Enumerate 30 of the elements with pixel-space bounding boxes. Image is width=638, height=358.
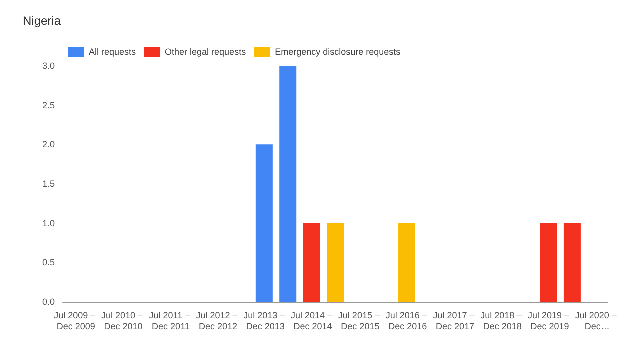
bar — [303, 223, 320, 302]
x-tick-label: Jul 2014 – Dec 2014 — [291, 310, 333, 332]
legend-label: Emergency disclosure requests — [275, 47, 402, 57]
bar — [564, 223, 581, 302]
x-tick-label: Jul 2017 – Dec 2017 — [433, 310, 475, 332]
x-tick-label: Jul 2018 – Dec 2018 — [480, 310, 522, 332]
y-tick-label: 1.5 — [42, 179, 55, 189]
x-tick-label: Jul 2012 – Dec 2012 — [196, 310, 238, 332]
bar — [540, 223, 558, 302]
y-tick-label: 3.0 — [42, 61, 55, 71]
y-tick-label: 0.0 — [42, 297, 55, 307]
y-tick-label: 1.0 — [42, 218, 55, 228]
x-tick-label: Jul 2020 – Dec… — [575, 310, 617, 332]
bar — [398, 223, 416, 302]
x-tick-label: Jul 2009 – Dec 2009 — [54, 310, 96, 332]
x-tick-label: Jul 2013 – Dec 2013 — [244, 310, 286, 332]
y-tick-label: 2.0 — [42, 140, 55, 150]
bar — [280, 66, 297, 302]
y-tick-label: 2.5 — [42, 100, 55, 110]
bar — [327, 223, 344, 302]
chart-title: Nigeria — [23, 14, 62, 28]
x-tick-label: Jul 2015 – Dec 2015 — [338, 310, 380, 332]
y-tick-label: 0.5 — [42, 258, 55, 268]
x-tick-label: Jul 2016 – Dec 2016 — [386, 310, 428, 332]
legend-label: Other legal requests — [165, 47, 247, 57]
x-tick-label: Jul 2011 – Dec 2011 — [149, 310, 190, 332]
bar — [256, 144, 273, 302]
x-tick-label: Jul 2019 – Dec 2019 — [528, 310, 570, 332]
legend-label: All requests — [89, 47, 137, 57]
x-tick-label: Jul 2010 – Dec 2010 — [101, 310, 144, 332]
